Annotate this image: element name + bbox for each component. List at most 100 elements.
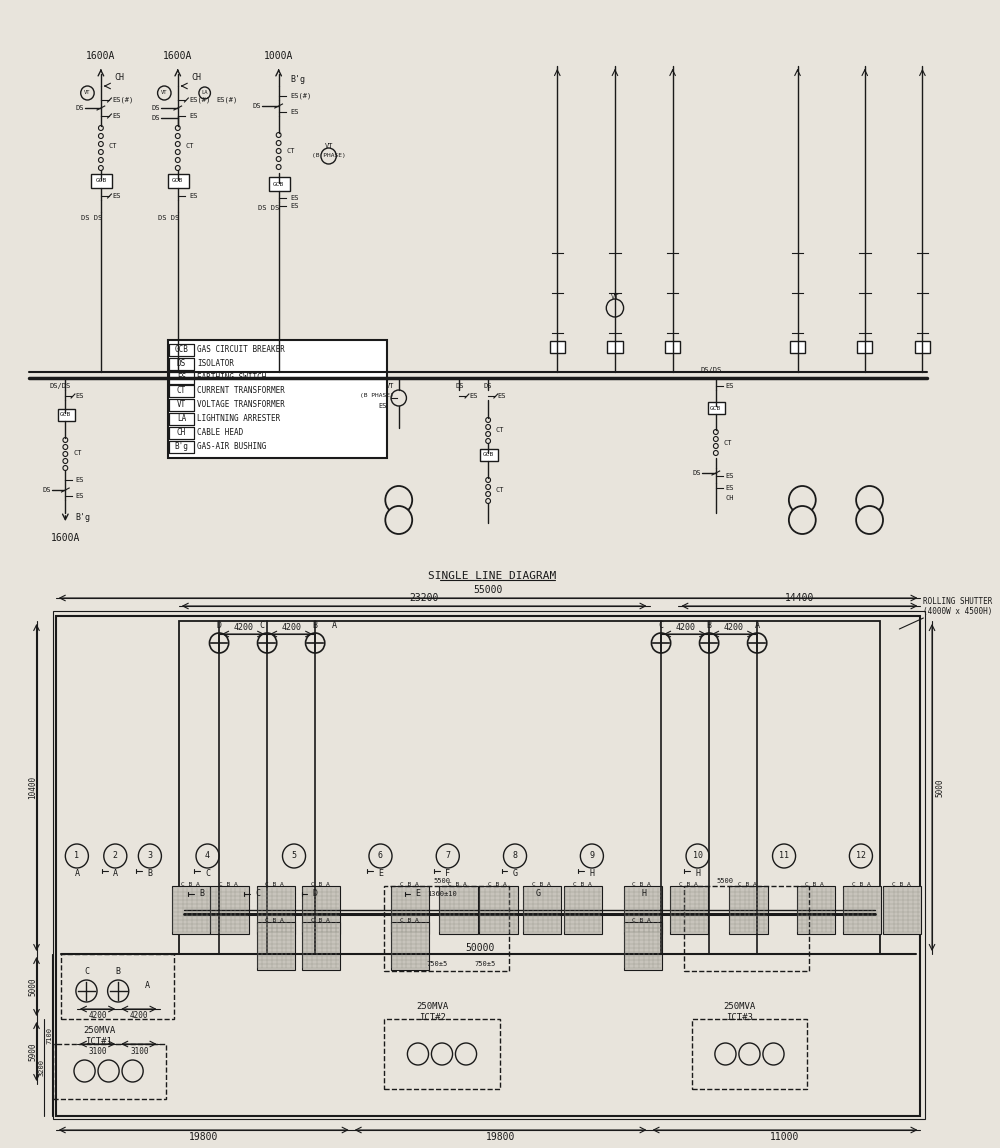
Text: ROLLING SHUTTER
(4000W x 4500H): ROLLING SHUTTER (4000W x 4500H) bbox=[923, 597, 993, 616]
Bar bbox=[670, 886, 708, 934]
Text: C B A: C B A bbox=[219, 882, 238, 886]
Text: GCB: GCB bbox=[273, 181, 284, 186]
Bar bbox=[384, 1019, 500, 1089]
Circle shape bbox=[276, 148, 281, 154]
Text: C B A: C B A bbox=[632, 917, 651, 923]
Circle shape bbox=[856, 486, 883, 514]
Text: 4200: 4200 bbox=[130, 1011, 149, 1021]
Text: C B A: C B A bbox=[265, 882, 284, 886]
Text: C B A: C B A bbox=[400, 917, 419, 923]
Text: B'g: B'g bbox=[75, 513, 90, 522]
Text: 4200: 4200 bbox=[675, 622, 695, 631]
Circle shape bbox=[276, 164, 281, 170]
Circle shape bbox=[748, 633, 767, 653]
Text: C B A: C B A bbox=[632, 882, 651, 886]
Text: ES(#): ES(#) bbox=[189, 96, 211, 103]
Text: A: A bbox=[145, 982, 150, 991]
Circle shape bbox=[486, 478, 491, 482]
Bar bbox=[391, 886, 429, 934]
Text: 4: 4 bbox=[205, 852, 210, 861]
Circle shape bbox=[276, 140, 281, 146]
Text: EARTHING SWITCH: EARTHING SWITCH bbox=[197, 373, 266, 381]
Circle shape bbox=[98, 133, 103, 139]
Text: CABLE HEAD: CABLE HEAD bbox=[197, 428, 243, 436]
Text: CT: CT bbox=[724, 440, 732, 447]
Bar bbox=[523, 886, 561, 934]
Text: DS/DS: DS/DS bbox=[700, 367, 722, 373]
Bar bbox=[624, 922, 662, 970]
Bar bbox=[480, 449, 498, 461]
Text: CURRENT TRANSFORMER: CURRENT TRANSFORMER bbox=[197, 387, 285, 395]
Bar bbox=[169, 427, 194, 439]
Text: ES: ES bbox=[75, 478, 83, 483]
Circle shape bbox=[856, 506, 883, 534]
Text: C B A: C B A bbox=[573, 882, 592, 886]
Text: D: D bbox=[217, 621, 222, 629]
Text: GCB: GCB bbox=[172, 178, 183, 184]
Text: H: H bbox=[695, 869, 700, 878]
Text: 19800: 19800 bbox=[486, 1132, 515, 1142]
Circle shape bbox=[849, 844, 872, 868]
Bar bbox=[269, 177, 290, 191]
Bar bbox=[169, 344, 194, 356]
Text: 3100: 3100 bbox=[89, 1047, 107, 1055]
Circle shape bbox=[486, 432, 491, 436]
Text: ES(#): ES(#) bbox=[216, 96, 237, 103]
Circle shape bbox=[276, 156, 281, 162]
Circle shape bbox=[138, 844, 161, 868]
Circle shape bbox=[282, 844, 306, 868]
Text: CT: CT bbox=[109, 144, 117, 149]
Text: C: C bbox=[205, 869, 210, 878]
Text: ES: ES bbox=[75, 492, 83, 499]
Text: 14400: 14400 bbox=[785, 594, 814, 603]
Circle shape bbox=[503, 844, 527, 868]
Text: C: C bbox=[84, 967, 89, 976]
Text: VT: VT bbox=[385, 383, 394, 389]
Text: C: C bbox=[659, 621, 664, 629]
Text: 5: 5 bbox=[292, 852, 297, 861]
Circle shape bbox=[486, 484, 491, 489]
Text: C B A: C B A bbox=[311, 917, 329, 923]
Circle shape bbox=[276, 132, 281, 138]
Text: GCB: GCB bbox=[60, 412, 71, 418]
Bar bbox=[790, 341, 805, 352]
Circle shape bbox=[789, 486, 816, 514]
Text: 12: 12 bbox=[856, 852, 866, 861]
Bar bbox=[624, 886, 662, 934]
Bar bbox=[257, 922, 295, 970]
Circle shape bbox=[63, 451, 68, 457]
Circle shape bbox=[715, 1044, 736, 1065]
Text: 4200: 4200 bbox=[281, 622, 301, 631]
Text: B: B bbox=[199, 890, 204, 899]
Text: 11: 11 bbox=[779, 852, 789, 861]
Bar bbox=[179, 621, 880, 954]
Text: CH: CH bbox=[177, 428, 186, 436]
Bar bbox=[607, 341, 623, 352]
Text: ES: ES bbox=[189, 193, 198, 199]
Text: GCB: GCB bbox=[482, 452, 494, 458]
Text: 4200: 4200 bbox=[89, 1011, 107, 1021]
Text: (B PHASE): (B PHASE) bbox=[312, 153, 345, 157]
Bar bbox=[56, 616, 920, 1116]
Text: C B A: C B A bbox=[311, 882, 329, 886]
Circle shape bbox=[321, 148, 336, 164]
Text: CT: CT bbox=[177, 387, 186, 395]
Bar bbox=[58, 409, 75, 421]
Circle shape bbox=[407, 1044, 429, 1065]
Circle shape bbox=[98, 149, 103, 155]
Bar bbox=[391, 922, 429, 970]
Circle shape bbox=[686, 844, 709, 868]
Text: B'g: B'g bbox=[175, 442, 189, 451]
Text: 19800: 19800 bbox=[189, 1132, 218, 1142]
Text: 23200: 23200 bbox=[409, 594, 438, 603]
Text: DS: DS bbox=[177, 359, 186, 367]
Text: DS: DS bbox=[42, 487, 51, 492]
Text: 6: 6 bbox=[378, 852, 383, 861]
Text: C B A: C B A bbox=[738, 882, 757, 886]
Text: DS/DS: DS/DS bbox=[50, 383, 71, 389]
Text: CH: CH bbox=[114, 73, 124, 83]
Bar bbox=[91, 174, 112, 188]
Text: DS: DS bbox=[152, 115, 160, 121]
Text: 10: 10 bbox=[693, 852, 703, 861]
Bar bbox=[169, 386, 194, 397]
